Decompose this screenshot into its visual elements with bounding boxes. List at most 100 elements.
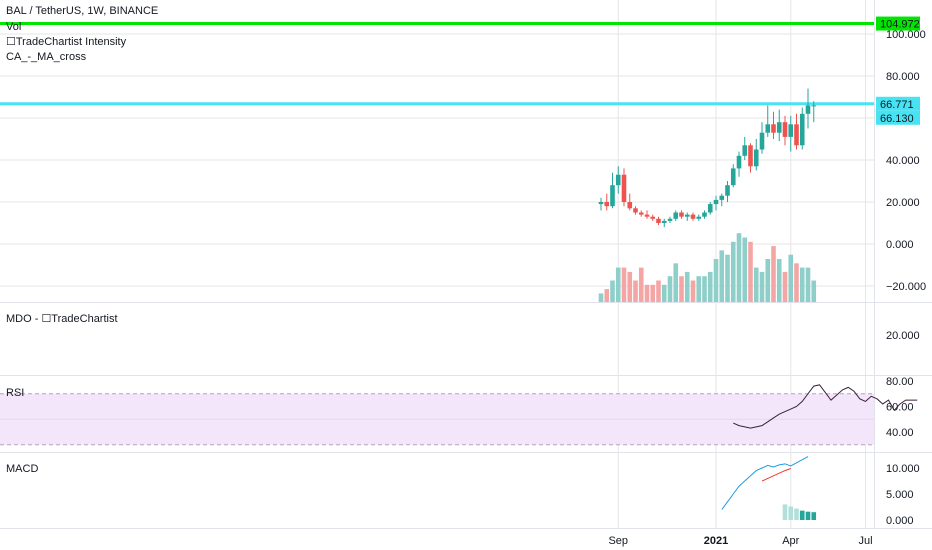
- volume-bar: [621, 267, 627, 302]
- candle-body: [788, 124, 794, 137]
- volume-bar: [684, 271, 690, 302]
- volume-bar: [753, 267, 759, 302]
- candle-body: [690, 214, 696, 219]
- candle-body: [719, 195, 725, 200]
- volume-bar: [610, 280, 615, 302]
- macd-axis-tick: 5.000: [886, 489, 914, 501]
- volume-bar: [661, 284, 667, 302]
- candle-body: [621, 174, 627, 202]
- candle-body: [805, 105, 811, 114]
- indicator-legend: Vol: [6, 21, 21, 33]
- candle-body: [776, 122, 782, 133]
- volume-bar: [604, 289, 610, 302]
- candle-body: [633, 208, 638, 213]
- macd-histogram-bar: [799, 510, 805, 520]
- volume-bar: [713, 259, 719, 302]
- candle-body: [650, 216, 656, 219]
- price-axis-tick: 40.000: [886, 155, 920, 167]
- volume-bar: [707, 271, 713, 302]
- time-axis-tick: Sep: [608, 535, 628, 547]
- candle-body: [661, 220, 667, 223]
- volume-bar: [811, 280, 817, 302]
- candle-body: [794, 124, 799, 146]
- price-axis-tick: −20.000: [886, 281, 926, 293]
- time-axis-tick: Apr: [782, 535, 799, 547]
- price-tag-label: 66.771: [880, 99, 914, 111]
- candle-body: [667, 218, 673, 221]
- volume-bar: [742, 237, 748, 302]
- volume-bar: [702, 276, 707, 302]
- rsi-axis-tick: 60.00: [886, 402, 914, 414]
- candle-body: [598, 202, 604, 205]
- volume-bar: [673, 263, 679, 302]
- candle-body: [811, 105, 817, 107]
- indicator-legend: ☐TradeChartist Intensity: [6, 36, 127, 48]
- volume-bar: [627, 271, 633, 302]
- time-axis-tick: 2021: [704, 535, 728, 547]
- volume-bar: [638, 267, 644, 302]
- chart-title: BAL / TetherUS, 1W, BINANCE: [6, 5, 158, 17]
- volume-bar: [633, 280, 638, 302]
- volume-bar: [650, 284, 656, 302]
- price-axis-tick: 0.000: [886, 239, 914, 251]
- candle-body: [673, 212, 679, 219]
- candle-body: [679, 212, 684, 217]
- volume-bar: [776, 259, 782, 302]
- volume-bar: [679, 276, 684, 302]
- volume-bar: [725, 254, 730, 302]
- volume-bar: [644, 284, 650, 302]
- volume-bar: [690, 280, 696, 302]
- candle-body: [707, 204, 713, 213]
- candle-body: [782, 122, 788, 137]
- price-axis-tick: 100.000: [886, 29, 926, 41]
- rsi-axis-tick: 80.00: [886, 376, 914, 388]
- rsi-title: RSI: [6, 387, 24, 399]
- candle-body: [656, 218, 661, 223]
- price-axis-tick: 80.000: [886, 71, 920, 83]
- price-tag: [876, 96, 920, 111]
- volume-bar: [765, 259, 771, 302]
- volume-bar: [788, 254, 794, 302]
- candle-body: [638, 212, 644, 215]
- volume-bar: [748, 241, 753, 302]
- candle-body: [684, 214, 690, 217]
- indicator-legend: CA_-_MA_cross: [6, 51, 87, 63]
- candle-body: [736, 155, 742, 169]
- candle-body: [725, 185, 730, 196]
- price-tag: [876, 110, 920, 125]
- price-tag-label: 104.972: [880, 19, 920, 31]
- price-tag-label: 66.130: [880, 113, 914, 125]
- volume-bar: [696, 276, 702, 302]
- mdo-axis-tick: 20.000: [886, 330, 920, 342]
- candle-body: [610, 185, 615, 207]
- candle-body: [615, 174, 621, 186]
- volume-bar: [736, 233, 742, 302]
- rsi-axis-tick: 40.00: [886, 427, 914, 439]
- volume-bar: [799, 267, 805, 302]
- mdo-title: MDO - ☐TradeChartist: [6, 313, 118, 325]
- macd-title: MACD: [6, 463, 38, 475]
- candle-body: [644, 214, 650, 217]
- macd-histogram-bar: [811, 512, 817, 520]
- macd-histogram-bar: [805, 511, 811, 520]
- volume-bar: [771, 246, 776, 302]
- candle-body: [753, 149, 759, 167]
- volume-bar: [794, 263, 799, 302]
- macd-histogram-bar: [794, 508, 799, 520]
- macd-axis-tick: 0.000: [886, 515, 914, 527]
- volume-bar: [759, 271, 765, 302]
- volume-bar: [667, 276, 673, 302]
- volume-bar: [805, 267, 811, 302]
- candle-body: [696, 216, 702, 219]
- candle-body: [742, 145, 748, 156]
- macd-signal-line: [761, 468, 791, 482]
- macd-histogram-bar: [788, 506, 794, 520]
- volume-bar: [719, 250, 725, 302]
- macd-axis-tick: 10.000: [886, 463, 920, 475]
- candle-body: [748, 145, 753, 167]
- volume-bar: [656, 280, 661, 302]
- time-axis-tick: Jul: [858, 535, 872, 547]
- rsi-line: [733, 384, 918, 429]
- candle-body: [627, 202, 633, 209]
